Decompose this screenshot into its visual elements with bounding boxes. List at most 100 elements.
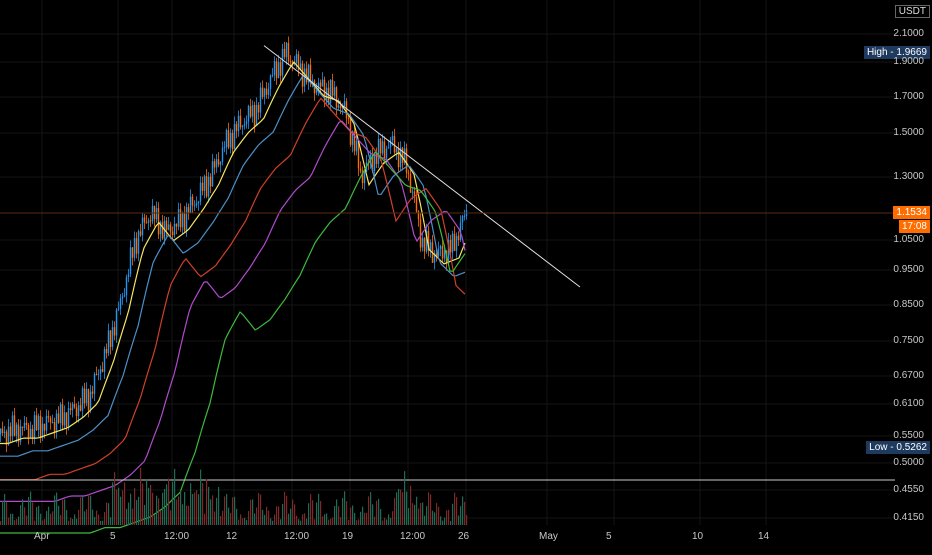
volume-bar — [416, 496, 418, 525]
volume-bar — [402, 492, 404, 525]
candle-body — [69, 408, 72, 411]
candle-body — [117, 308, 120, 310]
candle-body — [305, 68, 308, 83]
candle-body — [183, 213, 186, 231]
candle-body — [409, 173, 412, 193]
candle-body — [415, 197, 418, 212]
candle-body — [19, 426, 22, 442]
volume-bar — [58, 505, 60, 525]
time-tick-label: 12:00 — [164, 531, 190, 542]
candle-body — [159, 222, 162, 235]
candle-body — [451, 233, 454, 253]
candle-body — [319, 82, 322, 87]
price-tick-label: 0.7500 — [893, 335, 924, 346]
candle-body — [421, 238, 424, 248]
candle-body — [199, 182, 202, 202]
candle-body — [9, 426, 12, 437]
candle-body — [55, 413, 58, 433]
volume-bar — [168, 478, 170, 525]
candle-body — [123, 295, 126, 297]
volume-bar — [26, 515, 28, 525]
candle-body — [281, 48, 284, 76]
volume-bar — [172, 481, 174, 525]
volume-bar — [176, 499, 178, 525]
volume-bar — [180, 490, 182, 525]
candle-body — [355, 141, 358, 152]
volume-bar — [120, 496, 122, 525]
volume-bar — [380, 508, 382, 525]
candle-body — [137, 231, 140, 254]
volume-bar — [458, 515, 460, 525]
volume-bar — [142, 483, 144, 525]
candle-body — [419, 219, 422, 248]
candle-body — [181, 213, 184, 228]
candle-body — [103, 348, 106, 372]
volume-bar — [166, 484, 168, 525]
volume-bar — [322, 516, 324, 525]
volume-bar — [434, 512, 436, 525]
volume-bar — [388, 514, 390, 525]
volume-bar — [366, 512, 368, 525]
volume-bar — [284, 491, 286, 525]
candle-body — [209, 176, 212, 187]
volume-bar — [300, 520, 302, 525]
volume-bar — [110, 517, 112, 525]
volume-bar — [42, 520, 44, 525]
candle-body — [47, 416, 50, 418]
price-tick-label: 0.6100 — [893, 398, 924, 409]
candle-body — [235, 123, 238, 132]
candle-body — [231, 133, 234, 150]
volume-bar — [290, 508, 292, 525]
low-price-tag: Low - 0.5262 — [866, 441, 930, 454]
candle-body — [169, 224, 172, 232]
volume-bar — [456, 497, 458, 525]
candle-body — [241, 125, 244, 128]
volume-bar — [170, 510, 172, 525]
candle-body — [381, 141, 384, 154]
volume-bar — [84, 511, 86, 525]
volume-bar — [228, 507, 230, 525]
volume-bar — [146, 479, 148, 525]
volume-bar — [346, 501, 348, 525]
candle-body — [141, 217, 144, 236]
volume-bar — [342, 498, 344, 525]
price-tick-label: 1.3000 — [893, 171, 924, 182]
candle-body — [403, 148, 406, 163]
candle-body — [127, 274, 130, 278]
volume-bar — [112, 482, 114, 525]
candle-body — [121, 296, 124, 299]
volume-bar — [432, 510, 434, 525]
candle-body — [75, 407, 78, 417]
candle-body — [151, 205, 154, 222]
volume-bar — [266, 506, 268, 525]
volume-bar — [12, 513, 14, 525]
candle-body — [427, 230, 430, 251]
volume-bar — [222, 510, 224, 525]
volume-bar — [442, 520, 444, 525]
volume-bar — [288, 513, 290, 525]
volume-bar — [330, 518, 332, 525]
volume-bar — [332, 517, 334, 525]
volume-bar — [372, 504, 374, 525]
volume-bar — [374, 516, 376, 525]
volume-bar — [162, 492, 164, 525]
candle-body — [239, 115, 242, 128]
volume-bar — [128, 502, 130, 525]
volume-bar — [430, 494, 432, 525]
volume-bar — [248, 511, 250, 525]
volume-bar — [344, 491, 346, 525]
volume-bar — [438, 506, 440, 525]
candle-body — [265, 88, 268, 95]
candle-body — [37, 415, 40, 431]
volume-bar — [418, 508, 420, 525]
candle-body — [93, 373, 96, 394]
volume-bar — [212, 495, 214, 525]
volume-bar — [56, 492, 58, 525]
candle-body — [177, 209, 180, 227]
volume-bar — [446, 510, 448, 525]
candle-body — [59, 404, 62, 423]
volume-bar — [306, 518, 308, 525]
candle-body — [395, 148, 398, 153]
